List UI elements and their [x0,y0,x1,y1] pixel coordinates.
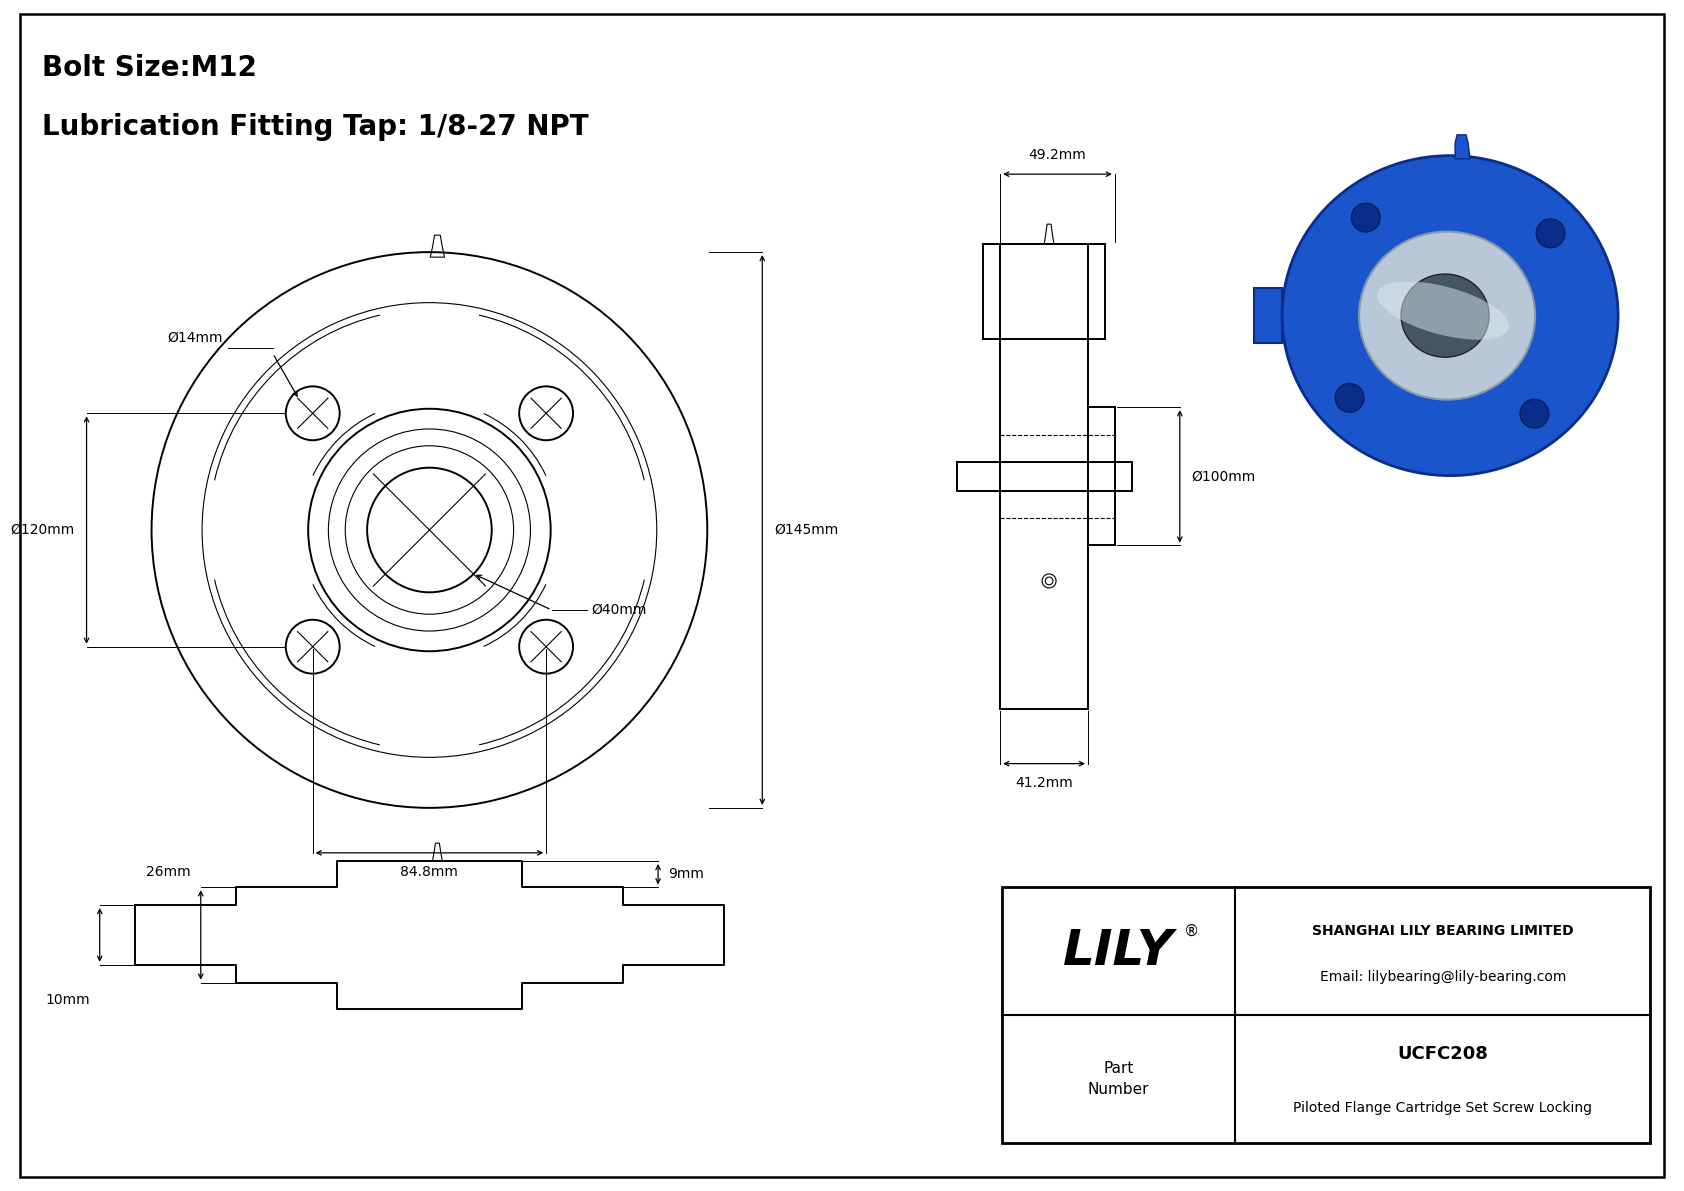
Circle shape [1536,219,1564,248]
Ellipse shape [1378,281,1509,339]
Text: 9mm: 9mm [669,867,704,881]
Text: Ø145mm: Ø145mm [775,523,839,537]
Circle shape [1351,204,1381,232]
Text: 49.2mm: 49.2mm [1029,148,1086,162]
Text: UCFC208: UCFC208 [1398,1045,1489,1062]
Text: Bolt Size:M12: Bolt Size:M12 [42,54,258,82]
Bar [1002,887,1650,1143]
Text: 84.8mm: 84.8mm [401,865,458,879]
Bar [983,244,1105,339]
Bar [957,462,1132,491]
Text: Lubrication Fitting Tap: 1/8-27 NPT: Lubrication Fitting Tap: 1/8-27 NPT [42,113,589,142]
Text: Ø100mm: Ø100mm [1192,469,1256,484]
Text: LILY: LILY [1063,928,1174,975]
Text: Piloted Flange Cartridge Set Screw Locking: Piloted Flange Cartridge Set Screw Locki… [1293,1100,1593,1115]
Circle shape [1521,399,1549,428]
Text: Email: lilybearing@lily-bearing.com: Email: lilybearing@lily-bearing.com [1320,969,1566,984]
Text: Ø120mm: Ø120mm [10,523,74,537]
Ellipse shape [1359,231,1536,400]
Text: 41.2mm: 41.2mm [1015,775,1073,790]
Bar [1000,244,1088,709]
Text: Ø40mm: Ø40mm [591,603,647,617]
Circle shape [1335,384,1364,412]
Text: ®: ® [1184,923,1199,939]
Ellipse shape [1401,274,1489,357]
Text: 10mm: 10mm [45,992,89,1006]
Text: 26mm: 26mm [147,866,190,879]
Polygon shape [1255,288,1282,343]
Ellipse shape [1282,156,1618,475]
Text: SHANGHAI LILY BEARING LIMITED: SHANGHAI LILY BEARING LIMITED [1312,924,1573,937]
Polygon shape [1455,135,1470,158]
Text: Ø14mm: Ø14mm [167,330,222,344]
Text: Part
Number: Part Number [1088,1061,1150,1097]
